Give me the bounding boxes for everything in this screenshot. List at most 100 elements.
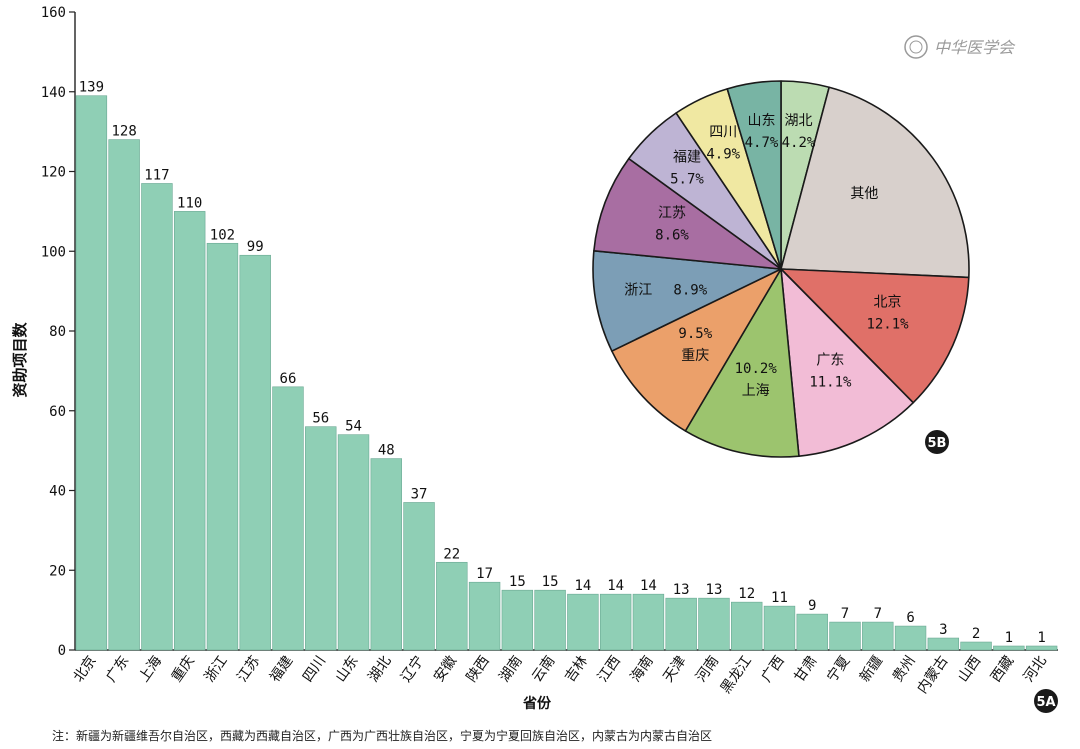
- x-tick-label: 吉林: [562, 653, 591, 685]
- x-tick-label: 河南: [693, 653, 722, 685]
- pie-slice-label: 湖北: [784, 113, 812, 129]
- pie-slice-value: 10.2%: [735, 361, 778, 377]
- bar-value-label: 139: [79, 80, 104, 96]
- pie-slice-label: 广东: [816, 353, 844, 369]
- bar-value-label: 22: [443, 546, 460, 562]
- bar: [337, 434, 370, 651]
- pie-slice: [726, 80, 782, 270]
- bar-value-label: 15: [509, 574, 526, 590]
- bar-value-label: 7: [874, 606, 882, 622]
- x-tick-label: 陕西: [464, 653, 493, 685]
- bar: [829, 621, 861, 651]
- x-tick-label: 山东: [333, 653, 362, 685]
- x-tick-label: 宁夏: [823, 653, 853, 686]
- x-tick-label: 天津: [660, 653, 689, 685]
- bar: [796, 613, 828, 651]
- pie-slice: [684, 268, 800, 458]
- bar: [141, 183, 173, 651]
- x-tick-label: 四川: [300, 653, 329, 685]
- x-tick-label: 甘肃: [791, 653, 820, 685]
- bar: [305, 426, 337, 651]
- x-axis-label: 省份: [522, 695, 552, 712]
- bar-value-label: 14: [574, 578, 591, 594]
- bar: [1025, 645, 1058, 651]
- bar: [468, 581, 501, 651]
- y-tick-label: 60: [49, 404, 66, 420]
- y-tick-label: 80: [49, 324, 66, 340]
- bar: [272, 386, 304, 651]
- pie-slice-value: 9.5%: [678, 326, 712, 342]
- bar: [370, 458, 402, 651]
- x-tick-label: 浙江: [202, 653, 231, 685]
- pie-slice-label: 其他: [850, 186, 878, 202]
- bar-value-label: 117: [144, 167, 169, 183]
- y-tick-label: 140: [41, 85, 66, 101]
- pie-slice: [780, 86, 970, 279]
- pie-slice-label: 福建: [673, 150, 701, 166]
- bar-value-label: 14: [640, 578, 657, 594]
- footnote: 注：新疆为新疆维吾尔自治区，西藏为西藏自治区，广西为广西壮族自治区，宁夏为宁夏回…: [52, 729, 713, 743]
- bar-value-label: 15: [542, 574, 559, 590]
- bar-value-label: 7: [841, 606, 849, 622]
- x-tick-label: 河北: [1021, 653, 1050, 685]
- y-tick-label: 40: [49, 484, 66, 500]
- x-tick-label: 内蒙古: [914, 653, 951, 697]
- bar-value-label: 13: [673, 582, 690, 598]
- panel-badge-5b: 5B: [925, 430, 949, 454]
- x-tick-labels: 北京 广东 上海 重庆 浙江 江苏 福建 四川 山东 湖北 辽宁 安徽 陕西 湖南 云南 吉林 江西 海南 天津 河南…: [70, 653, 1049, 697]
- bar-value-label: 11: [771, 590, 788, 606]
- bar: [173, 211, 206, 651]
- bar-value-label: 3: [939, 622, 947, 638]
- y-tick-label: 160: [41, 5, 66, 21]
- panel-badge-5a-circle: [1034, 689, 1058, 713]
- x-tick-label: 西藏: [988, 653, 1017, 685]
- pie-slice-value: 5.7%: [670, 172, 704, 188]
- pie-slice: [592, 249, 782, 352]
- pie-slice-label: 上海: [742, 383, 770, 399]
- pie-slice: [611, 268, 782, 432]
- pie-slice-label: 四川: [709, 125, 737, 141]
- bar: [698, 597, 730, 651]
- bar-value-label: 37: [411, 486, 428, 502]
- x-tick-label: 湖北: [365, 653, 394, 685]
- watermark-logo: 中华医学会: [904, 35, 1016, 59]
- pie-slice: [780, 268, 915, 457]
- x-tick-label: 福建: [267, 653, 296, 685]
- bar: [206, 242, 239, 651]
- pie-slice-value: 11.1%: [809, 375, 852, 391]
- bar: [632, 593, 665, 651]
- x-tick-label: 江西: [595, 653, 624, 685]
- panel-badge-5a: 5A: [1034, 689, 1058, 713]
- bar-value-label: 13: [706, 582, 723, 598]
- bar: [75, 95, 108, 651]
- bar-value-label: 6: [906, 610, 914, 626]
- panel-badge-5b-label: 5B: [928, 436, 947, 451]
- watermark-seal-inner-icon: [909, 40, 923, 54]
- bar-value-label: 1: [1005, 630, 1013, 646]
- bar-value-label: 1: [1037, 630, 1045, 646]
- watermark-seal-icon: [904, 35, 928, 59]
- bar: [665, 597, 697, 651]
- pie-slice-value: 8.6%: [655, 228, 689, 244]
- pie-slice-label: 浙江: [624, 283, 652, 299]
- bar: [436, 561, 468, 651]
- bar-value-label: 110: [177, 195, 202, 211]
- x-tick-label: 江苏: [234, 653, 263, 685]
- x-tick-label: 安徽: [431, 653, 460, 685]
- bar-value-label: 128: [112, 124, 137, 140]
- bar-value-label: 17: [476, 566, 493, 582]
- pie-slice-value: 4.9%: [706, 147, 740, 163]
- pie-slice-value: 12.1%: [866, 316, 909, 332]
- x-tick-label: 海南: [628, 653, 657, 685]
- bar: [108, 139, 140, 651]
- y-axis: 0 20 40 60 80 100 120 140 160: [41, 5, 1058, 659]
- bar: [960, 641, 992, 651]
- panel-badge-5a-label: 5A: [1036, 695, 1055, 710]
- bar: [993, 645, 1025, 651]
- bar: [501, 589, 534, 651]
- bar: [763, 605, 796, 651]
- x-tick-label: 广西: [759, 653, 788, 685]
- bar-value-label: 56: [312, 411, 329, 427]
- pie-slice-value: 4.7%: [745, 135, 779, 151]
